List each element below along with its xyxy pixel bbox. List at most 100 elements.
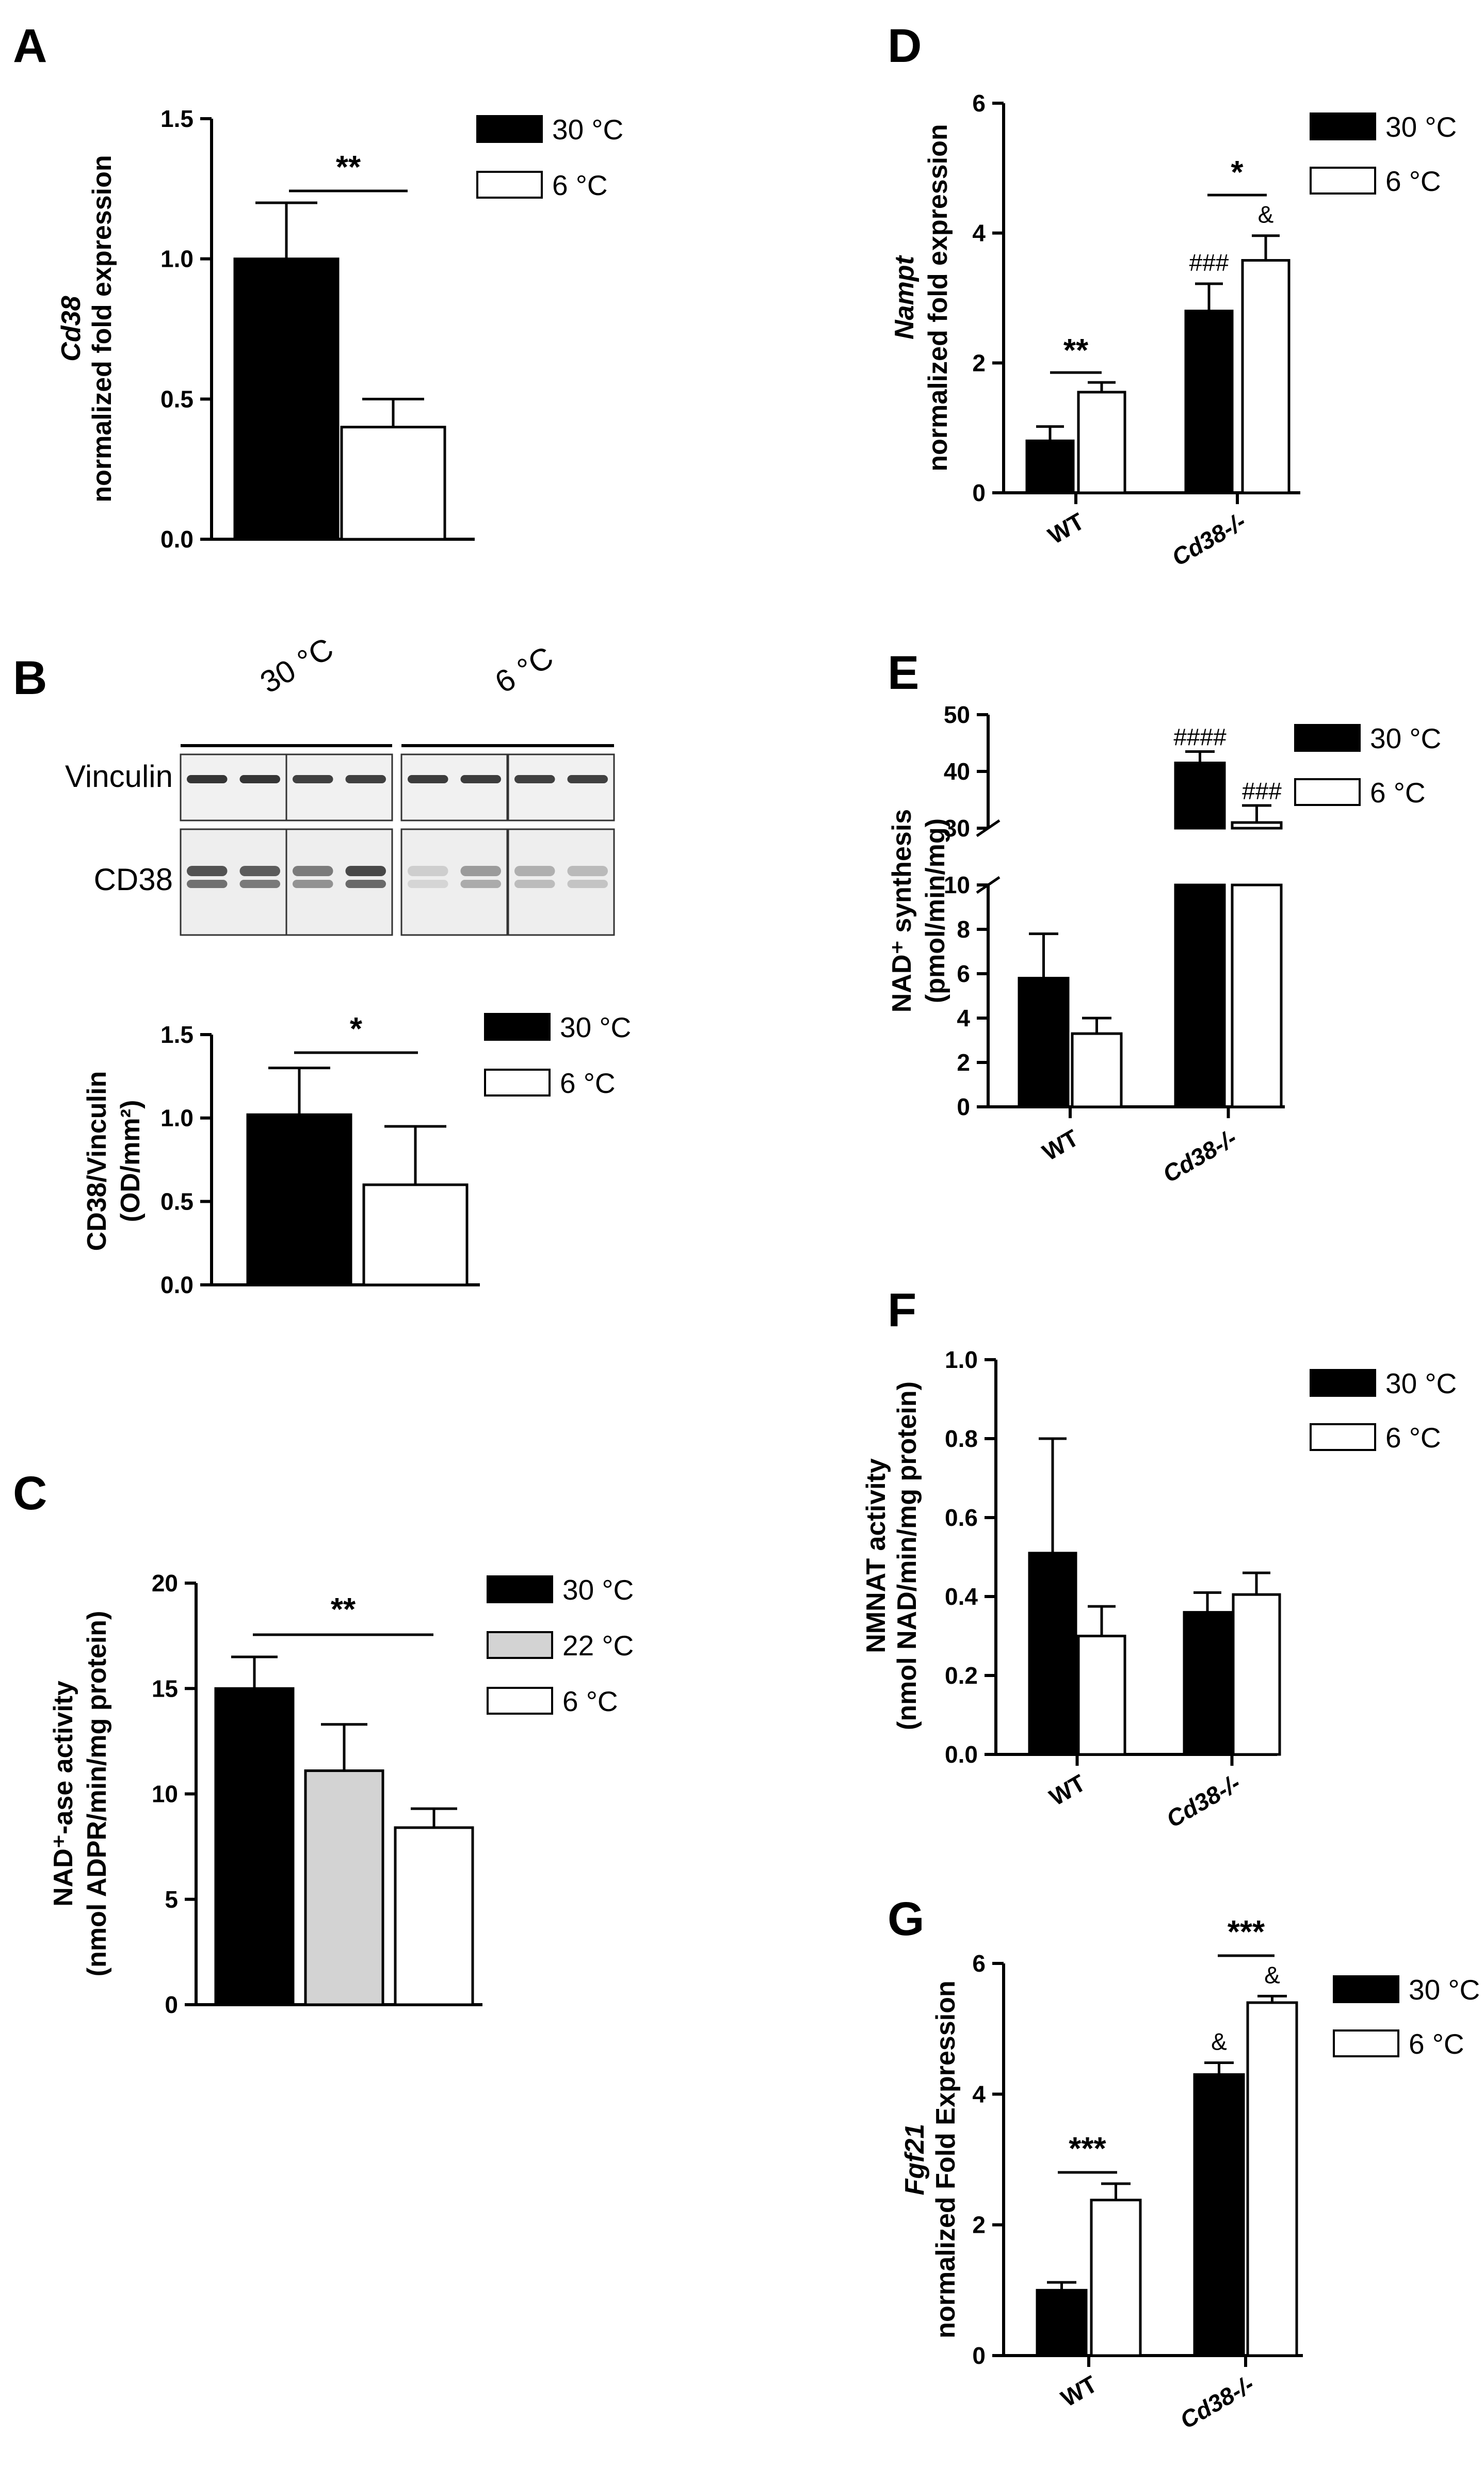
- significance-label-a-0: **: [336, 150, 361, 185]
- y-tick-label-c-0: 0: [165, 1991, 178, 2018]
- legend-swatch-f-1: [1310, 1423, 1376, 1451]
- y-tick-label-f-0: 0.0: [945, 1741, 978, 1768]
- legend-swatch-g-1: [1333, 2029, 1399, 2057]
- legend-swatch-a-0: [476, 115, 543, 143]
- y-tick-label-b-3: 1.5: [160, 1021, 193, 1048]
- vinculin-band: [567, 775, 608, 783]
- significance-label-c-0: **: [331, 1592, 356, 1627]
- cd38-band: [514, 866, 555, 876]
- y-tick-label-e-5: 10: [944, 872, 970, 898]
- y-tick-label-b-2: 1.0: [160, 1105, 193, 1132]
- y-tick-label-e-7: 40: [944, 758, 970, 785]
- significance-label-d-1: *: [1231, 155, 1244, 190]
- y-tick-label-f-5: 1.0: [945, 1346, 978, 1373]
- y-tick-label-e-6: 30: [944, 815, 970, 842]
- cd38-band: [187, 866, 228, 876]
- cd38-band: [187, 880, 228, 888]
- y-tick-label-e-4: 8: [957, 916, 970, 943]
- y-tick-label-f-2: 0.4: [945, 1583, 978, 1610]
- bar-f-0-0: [1028, 1552, 1077, 1756]
- x-tick-label-e-0: WT: [1038, 1124, 1083, 1166]
- bar-d-1-0: [1077, 391, 1126, 494]
- panel-label-a: A: [13, 20, 47, 72]
- panel-label-c: C: [13, 1467, 47, 1520]
- significance-label-g-0: ***: [1069, 2131, 1106, 2167]
- bar-upper-e-0-1: [1174, 762, 1226, 830]
- bar-mark-g-0-1: &: [1211, 2028, 1227, 2055]
- vinculin-band: [239, 775, 280, 783]
- y-tick-label-b-1: 0.5: [160, 1188, 193, 1215]
- bar-d-0-1: [1184, 310, 1234, 494]
- x-tick-label-g-0: WT: [1056, 2371, 1102, 2412]
- bar-mark-g-1-1: &: [1264, 1961, 1280, 1988]
- cd38-blot-panel: [507, 828, 615, 936]
- y-tick-label-b-0: 0.0: [160, 1271, 193, 1298]
- vinculin-band: [514, 775, 555, 783]
- blot-label-vinculin: Vinculin: [65, 759, 173, 794]
- y-tick-label-g-1: 2: [972, 2212, 986, 2238]
- vinculin-blot-panel: [507, 753, 615, 821]
- bar-g-0-0: [1036, 2288, 1088, 2357]
- cd38-band: [345, 866, 386, 876]
- legend-label-b-1: 6 °C: [560, 1067, 616, 1099]
- y-tick-label-g-2: 4: [972, 2081, 986, 2107]
- legend-swatch-b-0: [484, 1013, 551, 1041]
- bar-f-1-1: [1232, 1593, 1281, 1756]
- bar-upper-e-1-1: [1231, 821, 1283, 830]
- panel-label-f: F: [888, 1284, 916, 1336]
- legend-label-g-0: 30 °C: [1409, 1974, 1480, 2006]
- y-tick-label-a-2: 1.0: [160, 246, 193, 272]
- vinculin-band: [408, 775, 448, 783]
- y-tick-label-e-8: 50: [944, 701, 970, 728]
- legend-swatch-f-0: [1310, 1369, 1376, 1397]
- vinculin-band: [345, 775, 386, 783]
- bar-c-1-0: [304, 1769, 384, 2006]
- y-axis-title-f: NMNAT activity (nmol NAD/min/mg protein): [861, 1381, 922, 1730]
- bar-mark-d-1-1: &: [1258, 201, 1274, 228]
- vinculin-band: [187, 775, 228, 783]
- legend-swatch-e-0: [1294, 724, 1361, 752]
- y-axis-title-g: Fgf21 normalized Fold Expression: [900, 1980, 961, 2338]
- legend-swatch-b-1: [484, 1069, 551, 1097]
- y-tick-label-d-1: 2: [972, 349, 986, 376]
- y-axis-title-sub-f: (nmol NAD/min/mg protein): [892, 1381, 922, 1730]
- bar-a-0-0: [233, 257, 340, 541]
- y-axis-title-d: Nampt normalized fold expression: [890, 124, 953, 471]
- blot-condition-30c: 30 °C: [254, 631, 339, 700]
- vinculin-blot-panel: [285, 753, 393, 821]
- y-axis-title-main-f: NMNAT activity: [861, 1458, 891, 1653]
- cd38-band: [460, 866, 501, 876]
- y-axis-title-b: CD38/Vinculin (OD/mm²): [82, 1071, 146, 1251]
- cd38-band: [293, 880, 333, 888]
- cd38-band: [567, 880, 608, 888]
- bar-a-1-0: [340, 426, 446, 541]
- y-axis-title-c: NAD⁺-ase activity (nmol ADPR/min/mg prote…: [49, 1611, 112, 1977]
- y-tick-label-d-3: 6: [972, 90, 986, 117]
- y-tick-label-c-1: 5: [165, 1886, 178, 1913]
- legend-swatch-g-0: [1333, 1975, 1399, 2003]
- bar-f-1-0: [1077, 1635, 1126, 1756]
- legend-label-b-0: 30 °C: [560, 1011, 631, 1043]
- y-axis-title-a: Cd38 normalized fold expression: [56, 155, 117, 502]
- legend-swatch-c-0: [487, 1575, 553, 1603]
- legend-swatch-a-1: [476, 171, 543, 199]
- y-tick-label-c-3: 15: [152, 1675, 178, 1702]
- vinculin-band: [293, 775, 333, 783]
- cd38-band: [408, 866, 448, 876]
- x-tick-label-e-1: Cd38-/-: [1158, 1124, 1241, 1188]
- y-axis-title-main-b: CD38/Vinculin: [82, 1071, 112, 1251]
- legend-swatch-c-1: [487, 1631, 553, 1659]
- panel-label-g: G: [888, 1893, 925, 1945]
- x-tick-label-f-0: WT: [1045, 1769, 1090, 1811]
- legend-label-e-1: 6 °C: [1370, 777, 1426, 809]
- panel-label-b: B: [13, 652, 47, 704]
- y-tick-label-g-0: 0: [972, 2342, 986, 2369]
- bar-d-0-0: [1025, 439, 1075, 494]
- x-tick-label-d-1: Cd38-/-: [1167, 508, 1250, 571]
- y-tick-label-e-0: 0: [957, 1093, 970, 1120]
- legend-label-f-1: 6 °C: [1385, 1422, 1441, 1454]
- cd38-band: [460, 880, 501, 888]
- y-tick-label-c-2: 10: [152, 1781, 178, 1808]
- cd38-band: [567, 866, 608, 876]
- legend-label-a-1: 6 °C: [552, 169, 608, 201]
